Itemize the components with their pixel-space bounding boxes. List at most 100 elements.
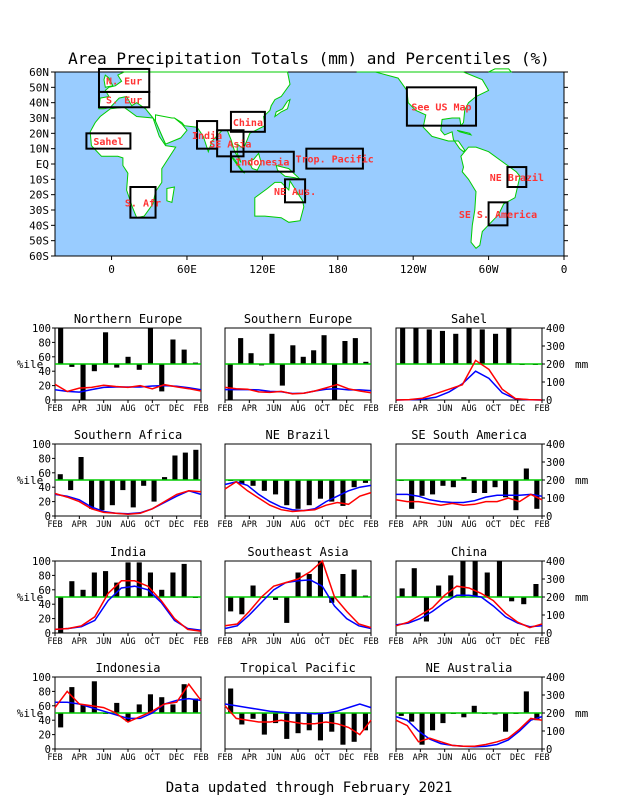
percentile-bar [306,480,312,506]
percentile-bar [159,364,165,392]
x-tick-label: APR [72,404,88,414]
x-tick-label: AUG [461,637,476,647]
x-tick-label: AUG [461,753,476,763]
x-tick-label: FEB [388,637,403,647]
percentile-bar [91,364,97,372]
right-tick-label: 100 [546,610,565,622]
percentile-bar [114,364,120,368]
x-tick-label: FEB [217,637,232,647]
percentile-bar [227,364,233,400]
percentile-bar [248,353,254,364]
percentile-bar [181,349,187,364]
percentile-bar [125,713,131,722]
lon-label: 180 [328,263,348,276]
percentile-bar [125,356,131,364]
percentile-bar [147,572,153,597]
percentile-bar [423,597,429,622]
x-tick-label: APR [242,637,258,647]
percentile-bar [329,480,335,502]
landmass-12 [103,74,114,88]
percentile-bar [411,568,417,597]
panel-title: Southeast Asia [247,545,348,559]
percentile-bar [332,364,338,400]
observed-line [224,480,372,513]
x-tick-label: FEB [47,753,62,763]
right-axis-label: mm [575,591,589,604]
region-label: S. Eur [106,96,142,107]
x-tick-label: FEB [217,520,232,530]
x-tick-label: AUG [461,404,476,414]
panel-title: Southern Europe [244,312,352,326]
region-label: SE S. America [459,209,537,221]
percentile-bar [136,364,142,370]
landmass-7 [274,98,291,118]
panel-title: Indonesia [95,661,160,675]
climatology-line [224,703,372,715]
percentile-bar [398,713,404,716]
panel-title: Tropical Pacific [240,661,356,675]
percentile-bar [69,581,75,597]
observed-line [395,585,543,629]
region-box [129,186,157,219]
world-map: 60N 50N 40N 30N 20N 10N EQ 10S 20S 30S 40S 50S 60S 0 6… [29,66,568,276]
percentile-bar [440,713,446,724]
percentile-bar [521,597,527,605]
percentile-bar [351,480,357,488]
x-tick-label: APR [72,637,88,647]
percentile-bar [503,713,509,732]
percentile-bar [273,480,279,495]
percentile-bar [99,480,105,511]
percentile-bar [300,356,306,364]
x-tick-label: FEB [217,404,232,414]
landmass-4 [247,152,262,171]
percentile-bar [172,455,178,480]
percentile-bar [170,339,176,364]
region-box [229,110,266,133]
percentile-bar [162,477,168,480]
x-tick-label: JUN [437,404,452,414]
lon-label: 60W [479,263,499,276]
panel-title: NE Australia [426,661,513,675]
x-tick-label: OCT [145,637,160,647]
x-tick-label: FEB [534,404,549,414]
region-box [283,178,307,204]
right-tick-label: 300 [546,574,565,586]
x-tick-label: OCT [145,753,160,763]
panel-title: Northern Europe [74,312,182,326]
percentile-bar [261,480,267,491]
region-label: Indonesia [235,157,289,169]
percentile-bar [80,704,86,713]
region-label: Sahel [93,137,123,148]
x-tick-label: APR [413,753,429,763]
x-tick-label: OCT [486,404,501,414]
percentile-bar [363,361,369,364]
x-tick-label: OCT [486,520,501,530]
region-label: China [233,117,263,129]
lat-label: 50N [29,81,49,94]
left-tick-label: 100 [32,439,51,451]
percentile-bar [269,333,275,364]
region-box [487,201,509,227]
left-tick-label: 100 [32,672,51,684]
percentile-bar [114,582,120,597]
right-tick-label: 400 [546,556,565,568]
region-label: See US Map [411,103,471,114]
left-tick-label: 20 [38,497,51,509]
percentile-bar [306,574,312,597]
left-tick-label: 100 [32,323,51,335]
percentile-bar [141,480,147,486]
percentile-bar [506,328,512,364]
x-tick-label: JUN [266,637,281,647]
x-tick-label: AUG [290,520,305,530]
percentile-bar [430,713,436,731]
lat-label: 60N [29,66,49,79]
observed-line [395,717,543,748]
observed-line [54,383,202,393]
percentile-bar [273,713,279,724]
x-tick-label: AUG [290,637,305,647]
percentile-bar [440,480,446,486]
percentile-bar [91,681,97,713]
